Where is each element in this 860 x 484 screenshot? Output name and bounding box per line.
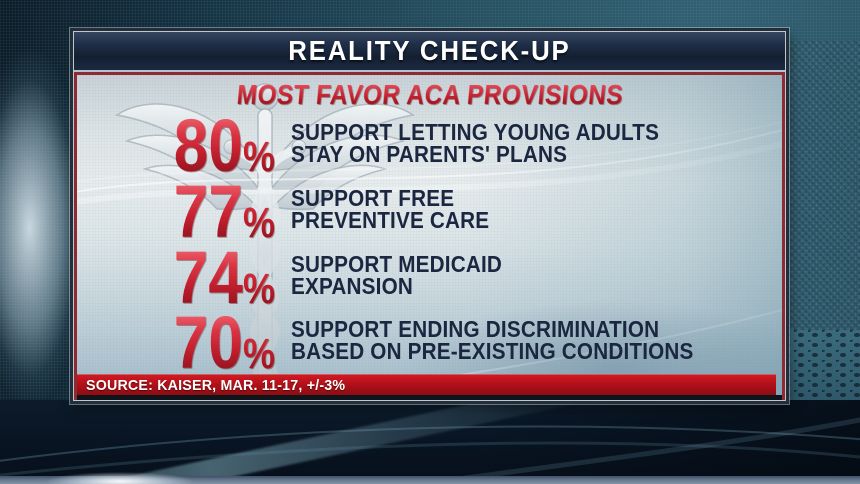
graphic-panel: REALITY CHECK-UP [73,31,786,401]
panel-subtitle: MOST FAVOR ACA PROVISIONS [235,79,625,110]
source-area: SOURCE: KAISER, MAR. 11-17, +/-3% [77,374,782,400]
stat-line-1: SUPPORT MEDICAID [291,251,503,277]
backdrop-desk-glow [0,466,400,484]
stat-line-2: BASED ON PRE-EXISTING CONDITIONS [291,338,694,364]
page-title: REALITY CHECK-UP [288,35,571,66]
stat-description: SUPPORT ENDING DISCRIMINATION BASED ON P… [291,312,738,364]
stat-line-2: PREVENTIVE CARE [291,207,490,233]
stat-line-2: EXPANSION [291,273,414,299]
stat-row-medicaid-expansion: 74% SUPPORT MEDICAID EXPANSION [77,247,782,312]
panel-header-bar: REALITY CHECK-UP [74,32,785,72]
percent-sign: % [242,265,275,313]
backdrop-swoosh-arcs [0,417,860,484]
backdrop-left-light-strip [0,50,78,420]
backdrop-right-weave-texture [784,40,860,340]
stat-description: SUPPORT LETTING YOUNG ADULTS STAY ON PAR… [291,115,700,167]
percent-sign: % [242,199,275,247]
stat-row-young-adults: 80% SUPPORT LETTING YOUNG ADULTS STAY ON… [77,115,782,181]
backdrop-desk-edge [0,476,860,484]
stat-number: 70 [173,301,243,384]
stat-line-1: SUPPORT FREE [291,185,455,211]
stat-description: SUPPORT FREE PREVENTIVE CARE [291,181,511,233]
stat-description: SUPPORT MEDICAID EXPANSION [291,247,526,299]
source-bar: SOURCE: KAISER, MAR. 11-17, +/-3% [77,374,776,395]
panel-body: MOST FAVOR ACA PROVISIONS 80% SUPPORT LE… [74,72,785,400]
percent-sign: % [242,133,275,181]
stat-row-preventive-care: 77% SUPPORT FREE PREVENTIVE CARE [77,181,782,247]
stat-row-pre-existing-conditions: 70% SUPPORT ENDING DISCRIMINATION BASED … [77,312,782,368]
panel-bottom-strip [77,395,782,400]
stat-line-1: SUPPORT LETTING YOUNG ADULTS [291,119,660,145]
stats-list: 80% SUPPORT LETTING YOUNG ADULTS STAY ON… [77,115,782,368]
stat-line-1: SUPPORT ENDING DISCRIMINATION [291,316,660,342]
stat-line-2: STAY ON PARENTS' PLANS [291,141,568,167]
percent-sign: % [242,330,275,378]
source-text: SOURCE: KAISER, MAR. 11-17, +/-3% [86,376,346,394]
